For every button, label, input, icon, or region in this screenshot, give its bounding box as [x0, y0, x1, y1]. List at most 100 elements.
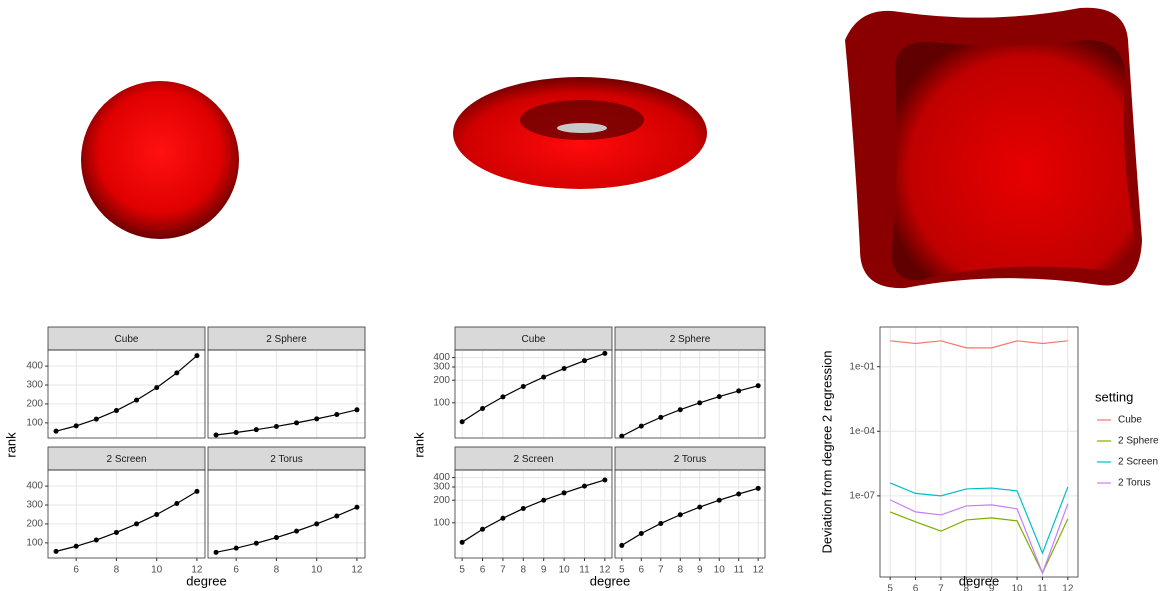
y-tick-label: 100 — [433, 397, 450, 408]
facet-label: 2 Screen — [513, 454, 553, 465]
data-point — [233, 430, 239, 436]
data-point — [73, 423, 79, 429]
data-point — [500, 394, 506, 400]
x-axis-label: degree — [186, 573, 226, 588]
x-tick-label: 5 — [619, 565, 625, 576]
panel-border — [614, 469, 766, 559]
facet-label: Cube — [522, 334, 546, 345]
x-tick-label: 11 — [579, 565, 590, 576]
legend-label: 2 Sphere — [1118, 436, 1159, 447]
y-tick-label: 200 — [433, 375, 450, 386]
data-point — [334, 513, 340, 519]
data-point — [480, 406, 486, 412]
y-tick-label: 1e-07 — [849, 491, 875, 502]
y-axis-label: rank — [3, 432, 18, 458]
x-tick-label: 6 — [73, 565, 79, 576]
y-tick-label: 400 — [26, 481, 43, 492]
x-axis-label: degree — [590, 573, 630, 588]
data-point — [294, 528, 300, 534]
data-point — [520, 506, 526, 512]
facet-label: 2 Screen — [106, 454, 146, 465]
x-tick-label: 9 — [541, 565, 547, 576]
facet-label: 2 Sphere — [266, 334, 307, 345]
data-point — [213, 549, 219, 555]
data-point — [294, 420, 300, 426]
x-tick-label: 10 — [311, 565, 323, 576]
data-point — [93, 416, 99, 422]
data-point — [154, 511, 160, 517]
data-point — [619, 433, 625, 439]
panel-bg — [455, 350, 612, 438]
data-point — [638, 423, 644, 429]
legend-title: setting — [1095, 389, 1133, 404]
x-tick-label: 9 — [989, 584, 995, 591]
x-tick-label: 6 — [480, 565, 486, 576]
series-line — [461, 352, 606, 423]
data-point — [755, 485, 761, 491]
series-line — [215, 409, 358, 436]
data-point — [581, 358, 587, 364]
data-point — [520, 383, 526, 389]
data-point — [561, 490, 567, 496]
y-tick-label: 1e-01 — [849, 361, 875, 372]
data-point — [273, 535, 279, 541]
y-tick-label: 300 — [26, 500, 43, 511]
series-line — [621, 385, 759, 437]
y-tick-label: 100 — [433, 517, 450, 528]
y-axis-label: Deviation from degree 2 regression — [819, 350, 834, 553]
panel-border — [47, 469, 206, 559]
y-tick-label: 300 — [26, 380, 43, 391]
x-tick-label: 12 — [599, 565, 611, 576]
x-tick-label: 7 — [938, 584, 944, 591]
x-tick-label: 8 — [964, 584, 970, 591]
x-tick-label: 9 — [697, 565, 703, 576]
x-tick-label: 10 — [559, 565, 571, 576]
y-axis-label: rank — [411, 432, 426, 458]
data-point — [541, 497, 547, 503]
data-point — [677, 512, 683, 518]
x-tick-label: 5 — [459, 565, 465, 576]
data-point — [480, 526, 486, 532]
panel-bg — [880, 327, 1078, 577]
panel-border — [454, 469, 613, 559]
x-tick-label: 6 — [913, 584, 919, 591]
y-tick-label: 200 — [26, 519, 43, 530]
torus-render — [453, 77, 707, 189]
facet-label: 2 Torus — [270, 454, 303, 465]
data-point — [154, 385, 160, 391]
data-point — [677, 407, 683, 413]
data-point — [253, 427, 259, 433]
data-point — [658, 414, 664, 420]
panel-border — [879, 326, 1079, 578]
y-tick-label: 400 — [433, 472, 450, 483]
x-tick-label: 8 — [274, 565, 280, 576]
data-point — [213, 432, 219, 438]
panel-border — [47, 349, 206, 439]
y-tick-label: 200 — [433, 495, 450, 506]
panel-bg — [48, 350, 205, 438]
data-point — [716, 497, 722, 503]
data-point — [53, 548, 59, 554]
y-tick-label: 200 — [26, 399, 43, 410]
legend-label: 2 Screen — [1118, 457, 1158, 468]
x-tick-label: 12 — [191, 565, 203, 576]
series-line — [889, 511, 1069, 575]
data-point — [602, 350, 608, 356]
x-tick-label: 12 — [351, 565, 363, 576]
data-point — [53, 428, 59, 434]
panel-bg — [615, 350, 765, 438]
x-tick-label: 11 — [1037, 584, 1048, 591]
data-point — [314, 416, 320, 422]
data-point — [755, 383, 761, 389]
facet-label: 2 Torus — [674, 454, 707, 465]
data-point — [174, 370, 180, 376]
sphere-render — [81, 81, 239, 239]
data-point — [194, 488, 200, 494]
data-point — [736, 491, 742, 497]
data-point — [334, 412, 340, 418]
data-point — [459, 539, 465, 545]
legend-label: 2 Torus — [1118, 478, 1151, 489]
y-tick-label: 300 — [433, 362, 450, 373]
data-point — [273, 423, 279, 429]
data-point — [194, 353, 200, 359]
